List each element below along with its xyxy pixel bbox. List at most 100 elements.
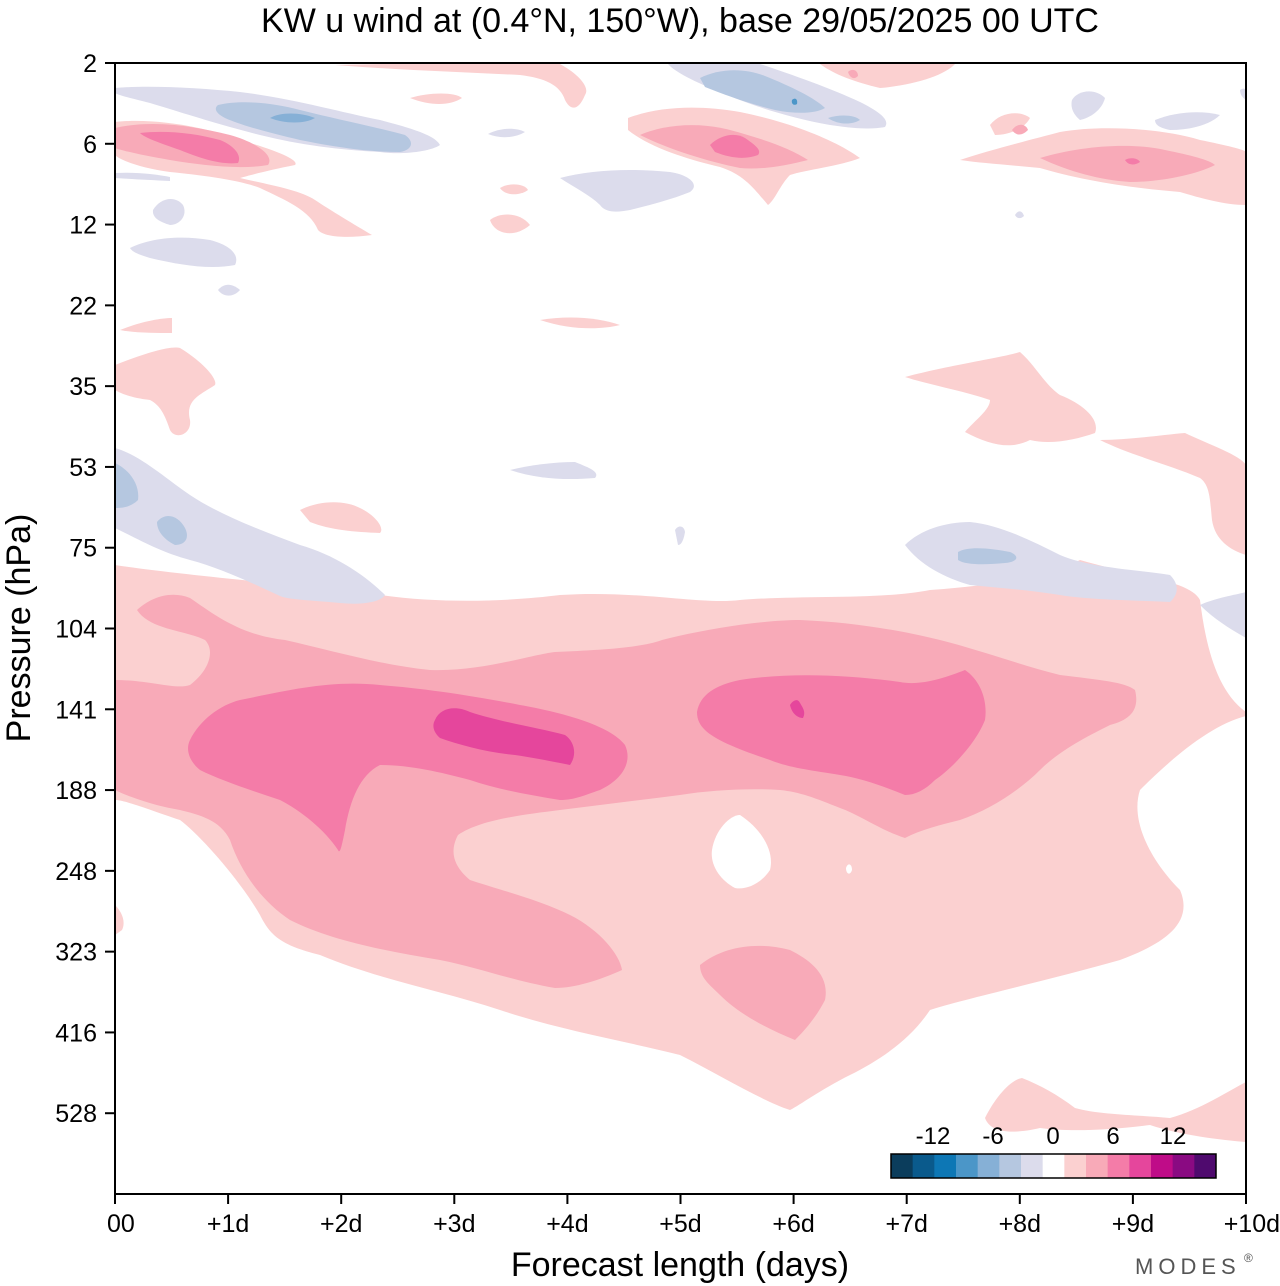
y-tick-label: 75 [69, 535, 97, 563]
contour-level-neg1 [510, 462, 597, 480]
contour-level-neg3 [791, 98, 798, 105]
brand-text: MODES [1135, 1254, 1241, 1279]
contour-level-neg3 [270, 113, 315, 123]
contour-level-pos3 [710, 134, 760, 158]
colorbar-label: -6 [982, 1123, 1003, 1150]
y-axis-label: Pressure (hPa) [0, 514, 38, 743]
colorbar-cell [1042, 1154, 1065, 1178]
x-tick-label: +6d [772, 1210, 814, 1238]
contour-level-neg2 [958, 548, 1017, 565]
contour-level-pos1 [490, 214, 530, 234]
contour-level-pos1 [410, 93, 462, 104]
contour-level-neg1 [130, 237, 237, 268]
colorbar-cell [1194, 1154, 1217, 1178]
contour-level-neg1 [1015, 211, 1024, 219]
x-tick-label: +1d [207, 1210, 249, 1238]
contour-level-pos1 [335, 63, 587, 108]
colorbar-label: 6 [1106, 1123, 1119, 1150]
contour-level-pos2 [1040, 145, 1215, 182]
brand-logo: MODES ® [1135, 1251, 1253, 1279]
y-tick-label: 528 [55, 1100, 97, 1128]
contour-level-neg2 [215, 102, 412, 152]
x-tick-label: +7d [885, 1210, 927, 1238]
contour-level-pos3 [140, 131, 240, 164]
y-axis: 2 6 12 22 35 53 75 104 141 188 248 323 416 528 [55, 50, 115, 1128]
colorbar-cell [1086, 1154, 1109, 1178]
chart-title: KW u wind at (0.4°N, 150°W), base 29/05/… [261, 2, 1099, 40]
colorbar-cell [1129, 1154, 1152, 1178]
contour-level-neg1 [152, 198, 185, 225]
contour-level-pos1 [115, 347, 216, 436]
contour-level-neg1 [115, 172, 170, 181]
contour-level-pos1 [990, 113, 1030, 135]
y-tick-label: 323 [55, 939, 97, 967]
y-tick-label: 53 [69, 454, 97, 482]
contour-level-pos2 [1012, 124, 1028, 135]
contour-level-neg1 [560, 170, 694, 212]
contour-level-neg1 [115, 448, 385, 604]
x-tick-label: +8d [999, 1210, 1041, 1238]
colorbar-frame [890, 1153, 1217, 1179]
contour-level-pos1 [985, 1078, 1246, 1142]
plot-area [114, 62, 1247, 1195]
contour-level-pos1 [905, 352, 1096, 446]
contour-level-neg2 [115, 463, 139, 508]
y-tick-label: 188 [55, 777, 97, 805]
contour-level-pos1 [120, 318, 172, 333]
colorbar-cells [891, 1154, 1217, 1178]
contour-hole [711, 815, 771, 889]
contour-level-neg2 [828, 115, 860, 124]
y-tick-label: 141 [55, 696, 97, 724]
colorbar: -12 -6 0 6 12 [890, 1123, 1217, 1179]
y-tick-label: 12 [69, 212, 97, 240]
colorbar-cell [1151, 1154, 1174, 1178]
colorbar-labels: -12 -6 0 6 12 [916, 1123, 1187, 1150]
contour-level-neg1 [1071, 91, 1105, 120]
colorbar-cell [977, 1154, 1000, 1178]
contour-level-pos2 [848, 69, 858, 79]
colorbar-label: 0 [1046, 1123, 1059, 1150]
contour-level-neg1 [1240, 88, 1246, 100]
contour-level-pos4 [433, 708, 575, 765]
colorbar-label: -12 [916, 1123, 951, 1150]
contour-level-pos4 [790, 700, 805, 718]
x-tick-label: +5d [659, 1210, 701, 1238]
contour-level-neg1 [905, 522, 1177, 602]
x-tick-label: +2d [320, 1210, 362, 1238]
y-tick-label: 22 [69, 292, 97, 320]
y-tick-label: 416 [55, 1019, 97, 1047]
contour-level-neg1 [218, 284, 240, 296]
colorbar-cell [1172, 1154, 1195, 1178]
contour-level-pos1 [500, 184, 528, 195]
colorbar-cell [1064, 1154, 1087, 1178]
contour-level-neg1 [1200, 592, 1246, 638]
x-tick-label: +9d [1112, 1210, 1154, 1238]
contour-level-pos2 [700, 945, 826, 1040]
contour-level-neg1 [675, 526, 685, 545]
x-tick-label: +4d [546, 1210, 588, 1238]
brand-mark: ® [1244, 1251, 1253, 1265]
contour-level-pos1 [820, 64, 955, 88]
colorbar-cell [912, 1154, 935, 1178]
contour-level-neg2 [157, 516, 187, 545]
contour-level-neg1 [1155, 112, 1220, 130]
contour-level-pos1 [540, 317, 620, 329]
x-axis-label: Forecast length (days) [511, 1246, 849, 1284]
contour-level-pos1 [115, 905, 124, 935]
y-tick-label: 35 [69, 373, 97, 401]
x-axis: 00 +1d +2d +3d +4d +5d +6d +7d +8d +9d +10d [107, 1194, 1280, 1238]
y-tick-label: 104 [55, 616, 97, 644]
colorbar-cell [956, 1154, 979, 1178]
contour-hole [846, 864, 852, 874]
colorbar-cell [891, 1154, 914, 1178]
x-tick-label: +10d [1224, 1210, 1280, 1238]
colorbar-label: 12 [1160, 1123, 1187, 1150]
contour-level-pos1 [300, 502, 382, 533]
colorbar-cell [999, 1154, 1022, 1178]
x-tick-label: +3d [433, 1210, 475, 1238]
colorbar-cell [1107, 1154, 1130, 1178]
contour-level-pos3 [1125, 158, 1140, 165]
contour-level-pos1 [1100, 433, 1246, 555]
contour-level-pos3 [697, 670, 986, 795]
